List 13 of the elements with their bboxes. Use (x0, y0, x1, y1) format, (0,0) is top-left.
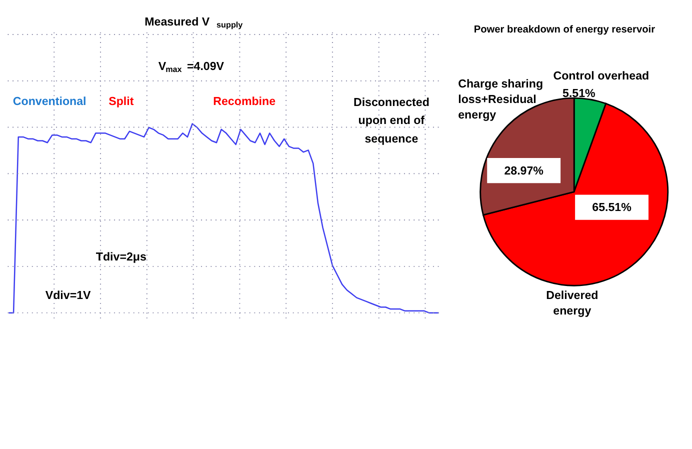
slice-label: Charge sharing loss+Residual energy (458, 78, 544, 122)
data-label: 28.97% (504, 165, 544, 178)
slice-label: Control overhead (553, 70, 650, 83)
text: Split (108, 96, 134, 108)
annotation: Tdiv=2μs (96, 251, 146, 264)
chart-title: Power breakdown of energy reservoir (474, 24, 656, 36)
text: Conventional (12, 96, 86, 108)
annotation: Disconnected upon end of sequence (353, 96, 430, 146)
slice-label: Delivered energy (546, 290, 598, 318)
text: Recombine (213, 96, 276, 108)
data-label: 65.51% (592, 202, 632, 214)
data-label: 5.51% (562, 88, 596, 100)
annotation: Vdiv=1V (45, 290, 92, 302)
